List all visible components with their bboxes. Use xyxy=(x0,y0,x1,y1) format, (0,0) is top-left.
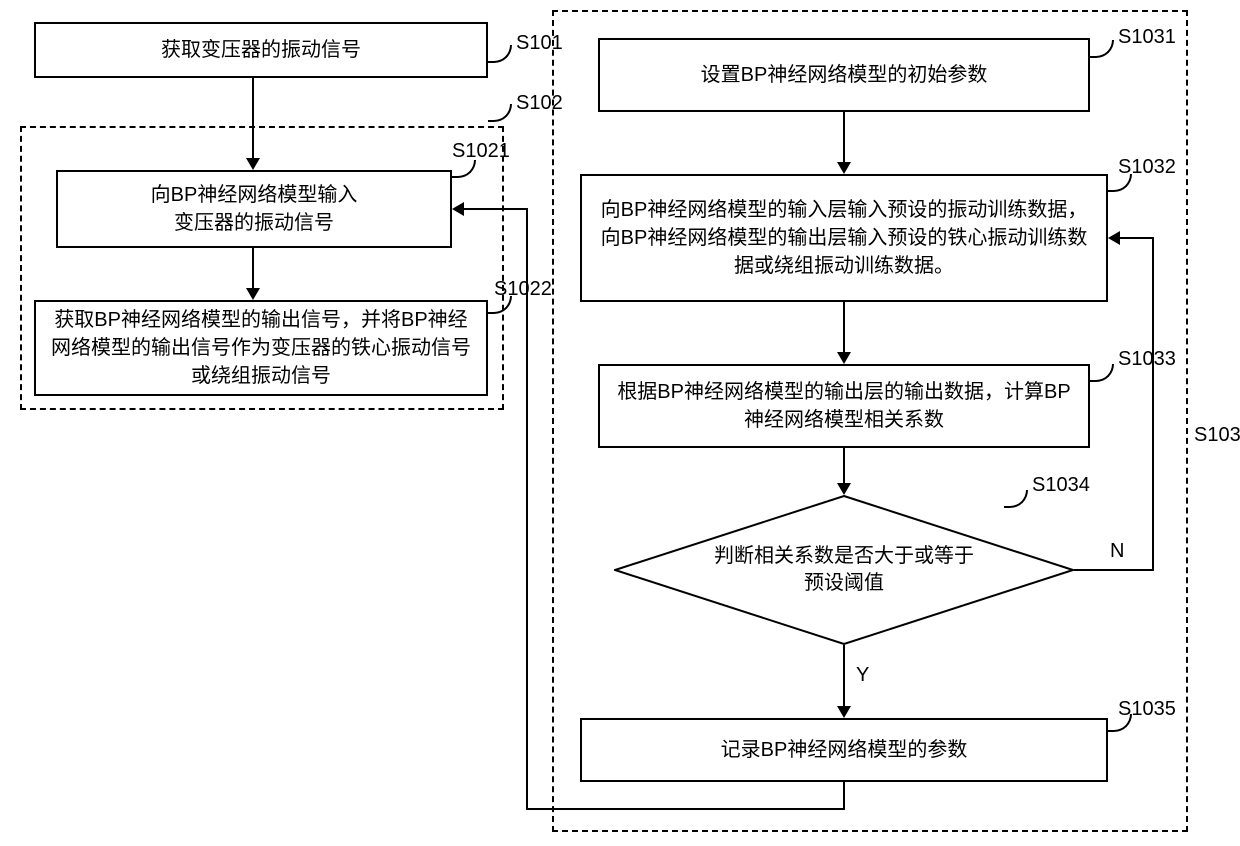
label-branch-n: N xyxy=(1110,540,1124,563)
node-s1032: 向BP神经网络模型的输入层输入预设的振动训练数据，向BP神经网络模型的输出层输入… xyxy=(580,174,1108,302)
edge-loop-v1 xyxy=(843,782,845,810)
arrowhead-s1031-s1032 xyxy=(837,162,851,174)
arrow-s1032-s1033 xyxy=(843,302,845,352)
label-branch-y: Y xyxy=(856,664,869,687)
label-s1031: S1031 xyxy=(1118,26,1176,49)
arrowhead-loop-into-s1021 xyxy=(452,202,464,216)
node-s1021-text: 向BP神经网络模型输入 变压器的振动信号 xyxy=(151,181,358,237)
leader-s101 xyxy=(488,45,512,63)
node-s1031: 设置BP神经网络模型的初始参数 xyxy=(598,38,1090,112)
edge-n-vert xyxy=(1152,237,1154,571)
arrowhead-n-into-s1032 xyxy=(1108,231,1120,245)
arrow-s1021-s1022 xyxy=(252,248,254,288)
label-s1022: S1022 xyxy=(494,278,552,301)
node-s101: 获取变压器的振动信号 xyxy=(34,22,488,78)
edge-n-horiz2 xyxy=(1120,237,1154,239)
arrowhead-s1032-s1033 xyxy=(837,352,851,364)
node-s1032-text: 向BP神经网络模型的输入层输入预设的振动训练数据，向BP神经网络模型的输出层输入… xyxy=(592,196,1096,280)
arrowhead-s1021-s1022 xyxy=(246,288,260,300)
node-s1034-text: 判断相关系数是否大于或等于 预设阈值 xyxy=(614,495,1074,645)
edge-loop-h1 xyxy=(526,808,845,810)
node-s1034: 判断相关系数是否大于或等于 预设阈值 xyxy=(614,495,1074,645)
edge-loop-v2 xyxy=(526,208,528,810)
arrowhead-s1033-s1034 xyxy=(837,483,851,495)
arrow-s1034-s1035 xyxy=(843,645,845,706)
node-s1022-text: 获取BP神经网络模型的输出信号，并将BP神经网络模型的输出信号作为变压器的铁心振… xyxy=(46,306,476,390)
node-s1022: 获取BP神经网络模型的输出信号，并将BP神经网络模型的输出信号作为变压器的铁心振… xyxy=(34,300,488,396)
node-s1033-text: 根据BP神经网络模型的输出层的输出数据，计算BP神经网络模型相关系数 xyxy=(610,378,1078,434)
arrow-s1033-s1034 xyxy=(843,448,845,483)
arrowhead-s1034-s1035 xyxy=(837,706,851,718)
edge-loop-h2 xyxy=(464,208,528,210)
leader-s102 xyxy=(488,104,512,122)
label-s1034: S1034 xyxy=(1032,474,1090,497)
edge-n-horiz1 xyxy=(1074,569,1154,571)
node-s1031-text: 设置BP神经网络模型的初始参数 xyxy=(701,61,988,89)
node-s1035: 记录BP神经网络模型的参数 xyxy=(580,718,1108,782)
arrow-s1031-s1032 xyxy=(843,112,845,162)
node-s1033: 根据BP神经网络模型的输出层的输出数据，计算BP神经网络模型相关系数 xyxy=(598,364,1090,448)
node-s1021: 向BP神经网络模型输入 变压器的振动信号 xyxy=(56,170,452,248)
node-s101-text: 获取变压器的振动信号 xyxy=(161,36,361,64)
node-s1035-text: 记录BP神经网络模型的参数 xyxy=(721,736,968,764)
label-s1033: S1033 xyxy=(1118,348,1176,371)
label-s1032: S1032 xyxy=(1118,156,1176,179)
label-s103: S103 xyxy=(1194,424,1240,447)
label-s1035: S1035 xyxy=(1118,698,1176,721)
label-s1021: S1021 xyxy=(452,140,510,163)
